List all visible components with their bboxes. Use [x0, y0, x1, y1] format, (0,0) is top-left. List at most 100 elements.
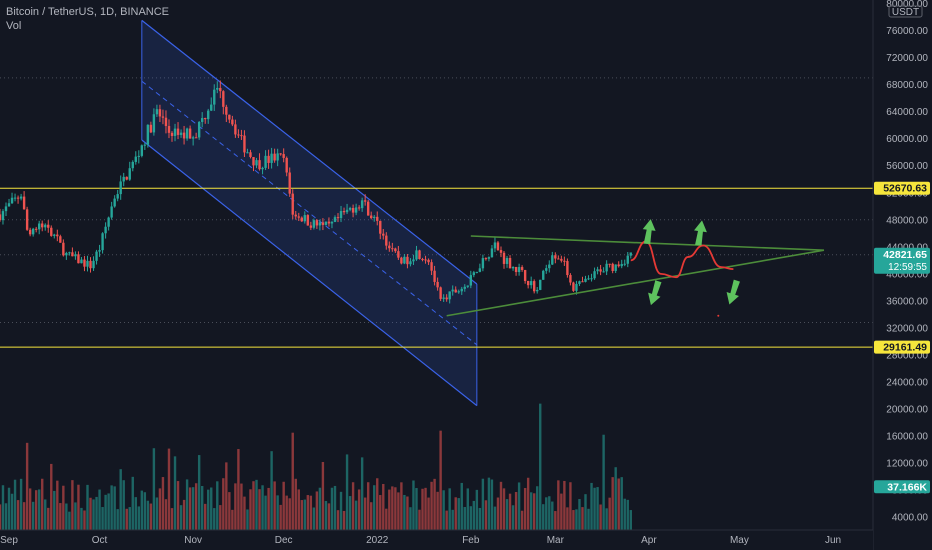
candle-body: [620, 264, 623, 267]
volume-bar: [200, 485, 204, 530]
volume-bar: [34, 490, 38, 530]
channel-midline: [141, 80, 478, 346]
candle-body: [10, 197, 14, 204]
volume-bar: [261, 485, 264, 530]
candle-body: [65, 253, 68, 256]
candle-body: [222, 91, 225, 107]
candle-body: [161, 116, 165, 118]
volume-bar: [327, 503, 331, 530]
candle-body: [188, 128, 192, 139]
volume-bar: [626, 499, 629, 530]
candle-body: [261, 167, 264, 170]
candle-body: [587, 278, 590, 280]
volume-bar: [342, 510, 346, 530]
candle-body: [551, 255, 554, 265]
volume-bar: [297, 489, 300, 530]
volume-bar: [71, 480, 74, 530]
volume-bar: [373, 485, 376, 530]
candle-body: [605, 263, 608, 272]
symbol-title[interactable]: Bitcoin / TetherUS, 1D, BINANCE: [6, 6, 170, 18]
candle-body: [327, 221, 331, 224]
volume-bar: [496, 497, 500, 530]
price-axis-bg: [873, 0, 932, 550]
candle-body: [360, 200, 364, 209]
volume-bar: [472, 500, 476, 530]
candle-body: [532, 281, 536, 292]
candle-body: [379, 220, 382, 234]
candle-body: [608, 263, 611, 265]
candle-body: [4, 206, 8, 212]
candle-body: [542, 270, 545, 280]
candle-body: [460, 288, 463, 292]
volume-bar: [324, 500, 328, 530]
arrow-up-icon: [694, 220, 707, 246]
arrow-down-icon: [648, 280, 662, 306]
candle-body: [421, 258, 424, 260]
candle-body: [451, 289, 454, 292]
candle-body: [517, 267, 521, 273]
volume-bar: [74, 502, 77, 530]
time-tick-label: 2022: [366, 535, 389, 546]
volume-bar: [542, 504, 545, 530]
candle-body: [167, 126, 171, 133]
candle-body: [95, 251, 98, 261]
volume-bar: [155, 497, 159, 530]
candle-body: [345, 209, 349, 213]
volume-indicator-label[interactable]: Vol: [6, 20, 22, 32]
volume-bar: [273, 481, 276, 530]
channel-upper-line: [141, 19, 478, 285]
time-tick-label: Dec: [275, 535, 293, 546]
candle-body: [572, 282, 575, 291]
volume-bar: [333, 485, 337, 530]
volume-bar: [131, 476, 134, 530]
candle-body: [575, 283, 578, 291]
volume-bar: [412, 480, 415, 530]
volume-bar: [439, 430, 442, 530]
volume-bar: [593, 487, 596, 530]
candle-body: [578, 281, 581, 284]
candle-body: [31, 228, 35, 235]
candle-body: [270, 153, 273, 163]
candle-body: [128, 168, 131, 180]
candle-body: [403, 256, 406, 264]
candle-body: [300, 217, 303, 222]
volume-bar: [508, 493, 512, 530]
volume-bar: [520, 510, 524, 530]
volume-bar: [255, 479, 258, 530]
price-tick-label: 28000.00: [886, 350, 928, 361]
projection-dot: [717, 314, 720, 317]
candle-body: [493, 242, 497, 249]
price-tick-label: 12000.00: [886, 459, 928, 470]
candle-body: [285, 157, 288, 173]
volume-bar: [28, 488, 32, 530]
volume-bar: [270, 451, 273, 530]
candle-body: [191, 137, 195, 139]
candle-body: [107, 217, 110, 227]
candle-body: [207, 110, 210, 120]
candle-body: [324, 221, 328, 225]
candle-body: [339, 211, 343, 219]
volume-bar: [436, 491, 439, 530]
candle-body: [596, 269, 599, 272]
volume-bar: [122, 480, 125, 530]
candle-body: [427, 259, 430, 263]
volume-bar: [291, 432, 294, 530]
volume-bar: [19, 478, 23, 530]
volume-bar: [391, 486, 394, 530]
volume-bar: [608, 497, 611, 530]
candle-body: [445, 297, 448, 300]
candle-body: [25, 209, 29, 230]
volume-bar: [336, 510, 340, 530]
volume-bar: [493, 506, 497, 530]
volume-bar: [560, 493, 563, 530]
volume-bar: [345, 454, 349, 530]
volume-bar: [514, 492, 518, 530]
volume-bar: [89, 497, 92, 530]
candle-body: [388, 245, 391, 249]
volume-bar: [128, 507, 131, 530]
candle-body: [303, 215, 307, 222]
candle-body: [143, 144, 147, 146]
candle-body: [170, 132, 174, 136]
candle-body: [611, 263, 614, 271]
